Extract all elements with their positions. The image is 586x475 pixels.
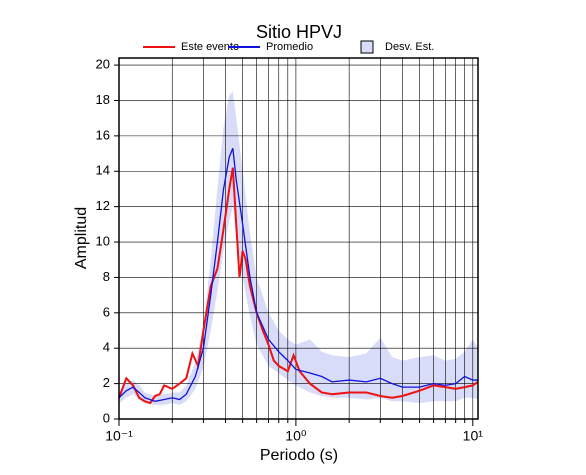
- x-tick-label: 10⁰: [285, 428, 307, 444]
- y-tick-label: 16: [96, 127, 110, 142]
- y-axis-label: Amplitud: [73, 207, 90, 269]
- y-tick-label: 12: [96, 198, 110, 213]
- legend-label: Este evento: [181, 41, 239, 53]
- y-tick-label: 10: [96, 233, 110, 248]
- legend-swatch: [360, 40, 374, 54]
- y-tick-label: 4: [103, 340, 110, 355]
- legend-label: Promedio: [266, 41, 313, 53]
- plot-frame: [118, 57, 479, 420]
- y-tick-label: 2: [103, 375, 110, 390]
- y-tick-label: 20: [96, 57, 110, 72]
- y-tick-label: 8: [103, 269, 110, 284]
- y-tick-label: 14: [96, 163, 110, 178]
- x-tick-label: 10¹: [463, 428, 484, 444]
- chart-title: Sitio HPVJ: [256, 22, 342, 42]
- y-tick-label: 0: [103, 410, 110, 425]
- legend-label: Desv. Est.: [385, 41, 434, 53]
- y-tick-label: 18: [96, 92, 110, 107]
- series-line: [118, 167, 479, 405]
- x-tick-label: 10⁻¹: [105, 428, 133, 444]
- y-tick-label: 6: [103, 304, 110, 319]
- series-line: [118, 148, 478, 402]
- x-axis-label: Periodo (s): [260, 447, 338, 464]
- std-band: [119, 91, 478, 405]
